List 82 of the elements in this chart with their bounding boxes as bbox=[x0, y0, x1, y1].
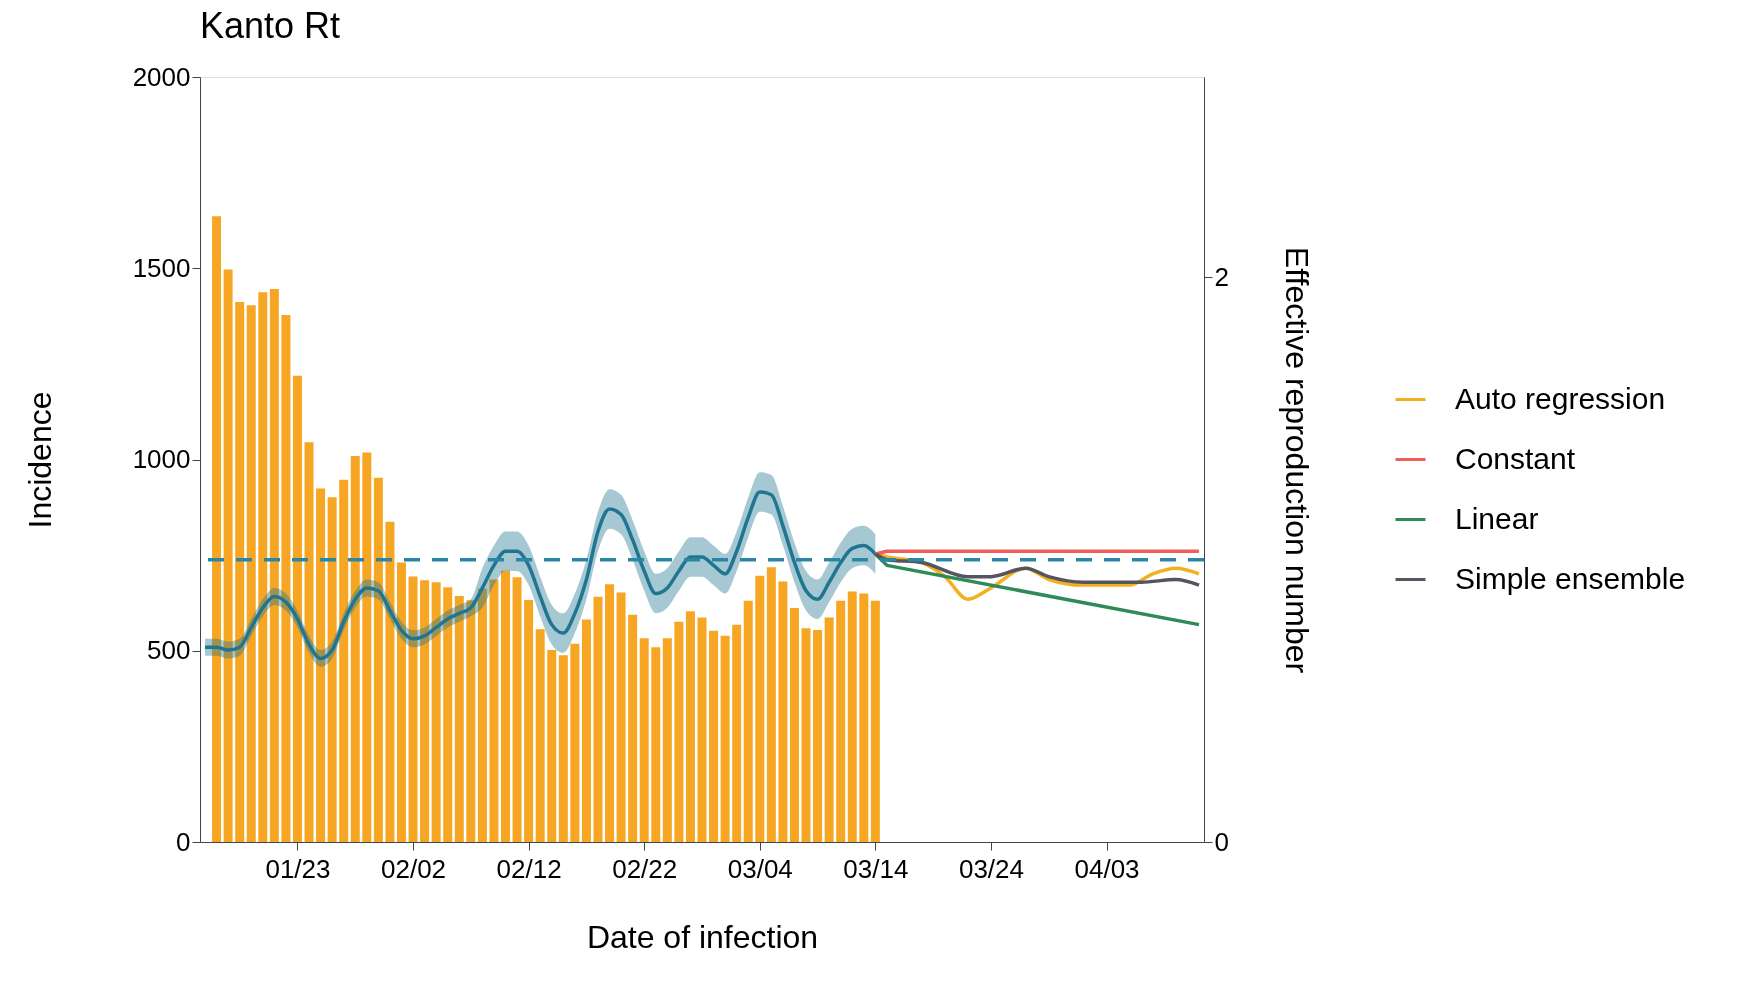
bar bbox=[651, 647, 661, 842]
y-tick-label: 500 bbox=[147, 635, 191, 666]
chart-title: Kanto Rt bbox=[200, 5, 341, 46]
legend-label: Auto regression bbox=[1455, 381, 1666, 415]
bar bbox=[489, 579, 499, 842]
bar bbox=[212, 216, 222, 842]
bar bbox=[396, 562, 406, 842]
bar bbox=[593, 596, 603, 842]
bar bbox=[616, 592, 626, 842]
bar bbox=[766, 567, 776, 842]
bar bbox=[477, 588, 487, 842]
x-tick-label: 03/14 bbox=[843, 853, 909, 884]
bar bbox=[709, 630, 719, 842]
bar bbox=[662, 638, 672, 842]
bar bbox=[431, 582, 441, 842]
bar bbox=[466, 600, 476, 842]
bar bbox=[223, 269, 233, 842]
bar bbox=[628, 614, 638, 842]
bar bbox=[316, 488, 326, 842]
x-tick-label: 02/12 bbox=[496, 853, 562, 884]
legend-label: Linear bbox=[1455, 501, 1539, 535]
bar bbox=[755, 575, 765, 842]
bar bbox=[304, 442, 314, 842]
bar bbox=[720, 635, 730, 842]
x-tick-label: 03/04 bbox=[727, 853, 793, 884]
bar bbox=[547, 649, 557, 842]
y2-tick-label: 0 bbox=[1214, 826, 1229, 857]
bar bbox=[639, 638, 649, 842]
bar bbox=[339, 479, 349, 842]
bar bbox=[327, 497, 337, 842]
y2-tick-label: 2 bbox=[1214, 261, 1229, 292]
bar bbox=[870, 600, 880, 842]
bar bbox=[685, 611, 695, 842]
bar bbox=[385, 521, 395, 842]
x-tick-label: 04/03 bbox=[1074, 853, 1140, 884]
bar bbox=[801, 628, 811, 842]
bar bbox=[454, 596, 464, 842]
x-tick-label: 02/22 bbox=[612, 853, 678, 884]
legend-label: Constant bbox=[1455, 441, 1576, 475]
bar bbox=[246, 305, 256, 842]
bar bbox=[778, 581, 788, 842]
bar bbox=[674, 621, 684, 842]
bar bbox=[269, 288, 279, 842]
bar bbox=[558, 655, 568, 842]
bar bbox=[743, 600, 753, 842]
bar bbox=[581, 619, 591, 842]
bar bbox=[235, 301, 245, 842]
x-tick-label: 01/23 bbox=[265, 853, 331, 884]
bar bbox=[732, 624, 742, 842]
y-tick-label: 1000 bbox=[132, 444, 191, 474]
bar bbox=[836, 600, 846, 842]
y-axis-title: Incidence bbox=[21, 391, 58, 529]
y-tick-label: 2000 bbox=[132, 61, 191, 92]
y-tick-label: 1500 bbox=[132, 252, 191, 283]
legend-label: Simple ensemble bbox=[1455, 561, 1686, 595]
bar bbox=[501, 570, 511, 842]
bar bbox=[813, 630, 823, 842]
bar bbox=[789, 607, 799, 842]
bar bbox=[524, 599, 534, 842]
bar bbox=[362, 452, 372, 842]
bar bbox=[350, 456, 360, 842]
y-tick-label: 0 bbox=[176, 826, 191, 857]
bar bbox=[847, 591, 857, 842]
bar bbox=[292, 375, 302, 842]
x-tick-label: 02/02 bbox=[381, 853, 447, 884]
bar bbox=[824, 617, 834, 842]
bar bbox=[408, 576, 418, 842]
bar bbox=[420, 580, 430, 842]
bar bbox=[373, 477, 383, 842]
bar bbox=[535, 629, 545, 842]
bar bbox=[859, 593, 869, 842]
bar bbox=[697, 617, 707, 842]
x-tick-label: 03/24 bbox=[958, 853, 1024, 884]
bar bbox=[258, 292, 268, 842]
x-axis-title: Date of infection bbox=[586, 918, 819, 955]
y2-axis-title: Effective reproduction number bbox=[1278, 246, 1315, 674]
bar bbox=[443, 587, 453, 842]
line-series bbox=[873, 552, 1201, 587]
bar bbox=[281, 314, 291, 842]
bar bbox=[605, 584, 615, 842]
bar bbox=[570, 643, 580, 842]
bar bbox=[512, 577, 522, 842]
